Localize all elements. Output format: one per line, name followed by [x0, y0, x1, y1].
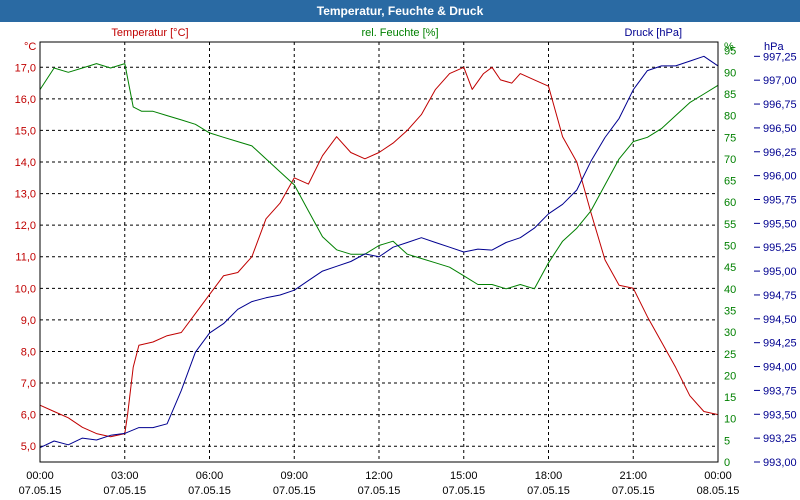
grid	[40, 42, 718, 462]
temperature-tick-label: 5,0	[21, 441, 36, 453]
temperature-axis-ticks: 5,0 6,0 7,0 8,0 9,0 10,0 11,0 12,0 13,0 14,0 15,0 1…	[15, 62, 36, 453]
temperature-tick-label: 14,0	[15, 157, 36, 169]
humidity-axis-ticks: 0 5 10 15 20 25 30 35 40 45 50 55 60 65 70 75 80 85 90 95	[724, 46, 736, 469]
time-tick-label: 18:00	[535, 470, 563, 482]
pressure-series-line	[39, 55, 719, 449]
humidity-unit: %	[724, 41, 734, 53]
pressure-tick-label: 995,00	[763, 266, 797, 278]
pressure-tick-label: 994,00	[763, 362, 797, 374]
time-axis-ticks: 00:00 07.05.15 03:00 07.05.15 06:00 07.05.15 0…	[19, 470, 740, 497]
humidity-tick-label: 15	[724, 392, 736, 404]
pressure-tick-label: 997,00	[763, 75, 797, 87]
time-tick-label: 00:00	[26, 470, 54, 482]
pressure-tick-label: 994,25	[763, 338, 797, 350]
date-tick-label: 07.05.15	[273, 485, 316, 497]
pressure-tick-label: 996,50	[763, 123, 797, 135]
temperature-axis-label: Temperatur [°C]	[111, 27, 188, 39]
date-tick-label: 07.05.15	[612, 485, 655, 497]
pressure-tick-label: 993,75	[763, 385, 797, 397]
humidity-tick-label: 60	[724, 197, 736, 209]
humidity-tick-label: 5	[724, 435, 730, 447]
date-tick-label: 07.05.15	[442, 485, 485, 497]
date-tick-label: 08.05.15	[697, 485, 740, 497]
temperature-unit: °C	[24, 41, 36, 53]
pressure-axis-label: Druck [hPa]	[625, 27, 682, 39]
temperature-tick-label: 7,0	[21, 378, 36, 390]
pressure-tick-label: 995,25	[763, 242, 797, 254]
pressure-tick-label: 996,00	[763, 171, 797, 183]
humidity-tick-label: 30	[724, 327, 736, 339]
temperature-tick-label: 12,0	[15, 220, 36, 232]
pressure-tick-label: 993,50	[763, 409, 797, 421]
pressure-axis-ticks: 993,00 993,25 993,50 993,75 994,00 994,25 994,…	[754, 51, 797, 469]
humidity-series-line	[39, 63, 719, 290]
humidity-tick-label: 40	[724, 284, 736, 296]
pressure-tick-label: 995,50	[763, 218, 797, 230]
date-tick-label: 07.05.15	[527, 485, 570, 497]
time-tick-label: 12:00	[365, 470, 393, 482]
humidity-tick-label: 65	[724, 176, 736, 188]
humidity-tick-label: 75	[724, 132, 736, 144]
humidity-tick-label: 10	[724, 414, 736, 426]
pressure-tick-label: 993,00	[763, 457, 797, 469]
date-tick-label: 07.05.15	[188, 485, 231, 497]
temperature-tick-label: 13,0	[15, 189, 36, 201]
humidity-tick-label: 0	[724, 457, 730, 469]
time-tick-label: 21:00	[619, 470, 647, 482]
pressure-tick-label: 996,75	[763, 99, 797, 111]
humidity-tick-label: 35	[724, 305, 736, 317]
humidity-tick-label: 50	[724, 241, 736, 253]
chart-title: Temperatur, Feuchte & Druck	[0, 0, 800, 22]
date-tick-label: 07.05.15	[103, 485, 146, 497]
temperature-tick-label: 8,0	[21, 346, 36, 358]
temperature-tick-label: 11,0	[15, 252, 36, 264]
humidity-tick-label: 70	[724, 154, 736, 166]
temperature-series-line	[39, 66, 719, 438]
plot-border	[39, 41, 719, 463]
temperature-tick-label: 10,0	[15, 283, 36, 295]
pressure-tick-label: 997,25	[763, 51, 797, 63]
temperature-tick-label: 6,0	[21, 410, 36, 422]
date-tick-label: 07.05.15	[358, 485, 401, 497]
humidity-tick-label: 55	[724, 219, 736, 231]
time-tick-label: 06:00	[196, 470, 224, 482]
pressure-unit: hPa	[764, 41, 784, 53]
pressure-tick-label: 995,75	[763, 195, 797, 207]
time-tick-label: 15:00	[450, 470, 478, 482]
humidity-tick-label: 95	[724, 46, 736, 58]
temperature-tick-label: 9,0	[21, 315, 36, 327]
temperature-tick-label: 17,0	[15, 62, 36, 74]
humidity-tick-label: 80	[724, 111, 736, 123]
pressure-tick-label: 993,25	[763, 433, 797, 445]
humidity-tick-label: 25	[724, 349, 736, 361]
pressure-tick-label: 994,50	[763, 314, 797, 326]
humidity-axis-label: rel. Feuchte [%]	[361, 27, 438, 39]
date-tick-label: 07.05.15	[19, 485, 62, 497]
time-tick-label: 09:00	[280, 470, 308, 482]
temperature-tick-label: 15,0	[15, 125, 36, 137]
series-lines	[39, 55, 719, 449]
humidity-tick-label: 20	[724, 370, 736, 382]
axes-labels: Temperatur [°C] rel. Feuchte [%] Druck […	[24, 27, 784, 53]
time-tick-label: 03:00	[111, 470, 139, 482]
humidity-tick-label: 45	[724, 262, 736, 274]
humidity-tick-label: 85	[724, 89, 736, 101]
time-tick-label: 00:00	[704, 470, 732, 482]
temperature-tick-label: 16,0	[15, 94, 36, 106]
pressure-tick-label: 994,75	[763, 290, 797, 302]
pressure-tick-label: 996,25	[763, 147, 797, 159]
humidity-tick-label: 90	[724, 67, 736, 79]
